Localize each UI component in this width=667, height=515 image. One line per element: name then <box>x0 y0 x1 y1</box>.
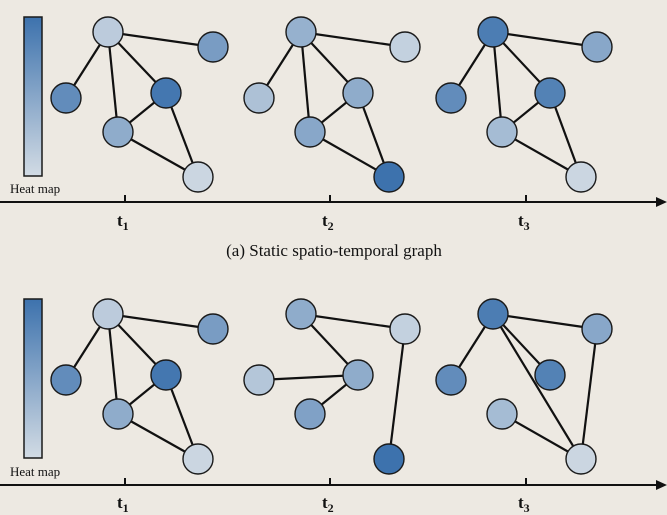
heat-map-bar <box>23 16 43 177</box>
graph-node <box>486 116 518 148</box>
time-label-t2: t2 <box>322 211 334 233</box>
graph-node <box>102 116 134 148</box>
graph-b-t1 <box>50 298 229 475</box>
graph-b-t2 <box>243 298 421 475</box>
graph-node <box>50 82 82 114</box>
graph-edge <box>492 312 598 331</box>
graph-node <box>243 82 275 114</box>
graph-edge <box>492 313 582 460</box>
time-label-t3: t3 <box>518 211 530 233</box>
graph-node <box>92 298 124 330</box>
graph-node <box>92 16 124 48</box>
graph-node <box>435 364 467 396</box>
time-label-t3: t3 <box>518 493 530 515</box>
graph-edge <box>579 328 599 460</box>
graph-edge <box>491 31 504 133</box>
graph-edge <box>258 373 359 382</box>
graph-node <box>182 161 214 193</box>
graph-edge <box>300 312 406 331</box>
graph-node <box>534 77 566 109</box>
graph-node <box>477 16 509 48</box>
graph-node <box>534 359 566 391</box>
graph-a-t3 <box>435 16 613 193</box>
graph-node <box>342 359 374 391</box>
panel-b: Heat map t1 t2 t3 <box>0 298 667 515</box>
graph-edge <box>492 30 598 49</box>
graph-edge <box>387 328 407 460</box>
graph-node <box>150 77 182 109</box>
graph-node <box>581 313 613 345</box>
graph-node <box>581 31 613 63</box>
heat-map-label: Heat map <box>10 181 60 196</box>
graph-node <box>102 398 134 430</box>
graph-node <box>294 398 326 430</box>
time-label-t2: t2 <box>322 493 334 515</box>
graph-node <box>197 31 229 63</box>
caption-a: (a) Static spatio-temporal graph <box>226 241 442 260</box>
graph-node <box>285 16 317 48</box>
graph-node <box>243 364 275 396</box>
time-label-t1: t1 <box>117 493 129 515</box>
graph-edge <box>107 30 214 49</box>
graph-edge <box>300 30 406 49</box>
graph-a-t2 <box>243 16 421 193</box>
graph-node <box>197 313 229 345</box>
graph-node <box>182 443 214 475</box>
graph-node <box>150 359 182 391</box>
graph-node <box>285 298 317 330</box>
graph-node <box>565 161 597 193</box>
time-label-t1: t1 <box>117 211 129 233</box>
graph-node <box>435 82 467 114</box>
heat-map-bar <box>23 298 43 459</box>
heat-map-label: Heat map <box>10 464 60 479</box>
graph-a-t1 <box>50 16 229 193</box>
graph-node <box>342 77 374 109</box>
graph-node <box>486 398 518 430</box>
graph-edge <box>106 31 120 133</box>
time-axis-arrowhead <box>656 480 667 490</box>
graph-node <box>477 298 509 330</box>
graph-node <box>373 161 405 193</box>
graph-node <box>389 313 421 345</box>
time-axis-arrowhead <box>656 197 667 207</box>
graph-node <box>389 31 421 63</box>
panel-a: Heat map t1 t2 t3 (a) Static spatio-temp… <box>0 16 667 260</box>
graph-b-t3 <box>435 298 613 475</box>
graph-node <box>50 364 82 396</box>
graph-node <box>294 116 326 148</box>
graph-edge <box>107 312 214 331</box>
graph-node <box>565 443 597 475</box>
graph-edge <box>106 313 120 415</box>
graph-node <box>373 443 405 475</box>
graph-edge <box>299 31 312 133</box>
